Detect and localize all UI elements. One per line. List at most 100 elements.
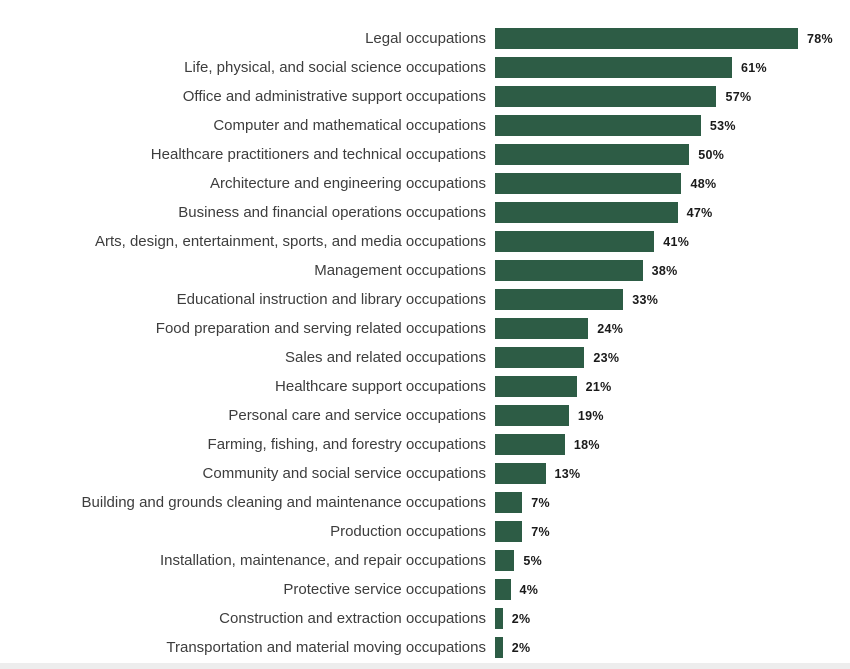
bar-area: 50%	[495, 140, 850, 169]
bar	[495, 86, 717, 107]
bottom-strip	[0, 663, 850, 669]
bar	[495, 202, 678, 223]
value-label: 61%	[740, 60, 767, 75]
bar	[495, 637, 503, 658]
bar	[495, 521, 523, 542]
bar-row: Architecture and engineering occupations…	[0, 169, 850, 198]
category-label: Community and social service occupations	[202, 465, 486, 482]
bar-area: 2%	[495, 633, 850, 662]
bar-row: Building and grounds cleaning and mainte…	[0, 488, 850, 517]
bar	[495, 28, 799, 49]
bar-row: Business and financial operations occupa…	[0, 198, 850, 227]
bar-area: 4%	[495, 575, 850, 604]
category-label: Legal occupations	[365, 30, 486, 47]
bar-area: 7%	[495, 517, 850, 546]
bar-row: Farming, fishing, and forestry occupatio…	[0, 430, 850, 459]
value-label: 7%	[531, 495, 550, 510]
value-label: 48%	[690, 176, 717, 191]
value-label: 50%	[698, 147, 725, 162]
value-label: 53%	[709, 118, 736, 133]
bar	[495, 550, 515, 571]
bar-area: 47%	[495, 198, 850, 227]
category-label: Healthcare practitioners and technical o…	[150, 146, 486, 163]
bar-area: 61%	[495, 53, 850, 82]
bar	[495, 260, 643, 281]
bar-chart-rows: Legal occupations 78% Life, physical, and …	[0, 24, 850, 662]
bar-row: Sales and related occupations 23%	[0, 343, 850, 372]
category-label: Arts, design, entertainment, sports, and…	[94, 233, 486, 250]
value-label: 47%	[686, 205, 713, 220]
value-label: 2%	[511, 640, 531, 655]
category-label: Sales and related occupations	[285, 349, 486, 366]
value-label: 78%	[807, 31, 833, 46]
bar-row: Community and social service occupations…	[0, 459, 850, 488]
value-label: 38%	[651, 263, 678, 278]
category-label: Building and grounds cleaning and mainte…	[81, 494, 486, 511]
category-label: Installation, maintenance, and repair oc…	[159, 552, 486, 569]
bar-area: 24%	[495, 314, 850, 343]
bar-area: 21%	[495, 372, 850, 401]
value-label: 2%	[511, 611, 531, 626]
category-label: Protective service occupations	[283, 581, 486, 598]
bar	[495, 405, 569, 426]
value-label: 5%	[523, 553, 543, 568]
value-label: 7%	[531, 524, 550, 539]
bar-area: 2%	[495, 604, 850, 633]
bar	[495, 173, 682, 194]
bar-area: 7%	[495, 488, 850, 517]
value-label: 13%	[554, 466, 581, 481]
category-label: Food preparation and serving related occ…	[155, 320, 486, 337]
bar-row: Legal occupations 78%	[0, 24, 850, 53]
value-label: 23%	[593, 350, 620, 365]
value-label: 33%	[632, 292, 659, 307]
category-label: Management occupations	[314, 262, 486, 279]
bar-area: 19%	[495, 401, 850, 430]
bar-area: 33%	[495, 285, 850, 314]
bar	[495, 492, 523, 513]
bar-row: Management occupations 38%	[0, 256, 850, 285]
bar-row: Arts, design, entertainment, sports, and…	[0, 227, 850, 256]
bar	[495, 463, 546, 484]
bar	[495, 318, 589, 339]
value-label: 21%	[585, 379, 612, 394]
category-label: Transportation and material moving occup…	[166, 639, 486, 656]
category-label: Computer and mathematical occupations	[213, 117, 486, 134]
bar	[495, 115, 701, 136]
category-label: Architecture and engineering occupations	[209, 175, 486, 192]
category-label: Life, physical, and social science occup…	[184, 59, 486, 76]
value-label: 4%	[519, 582, 539, 597]
bar-area: 5%	[495, 546, 850, 575]
bar-row: Installation, maintenance, and repair oc…	[0, 546, 850, 575]
bar-row: Office and administrative support occupa…	[0, 82, 850, 111]
bar	[495, 376, 577, 397]
bar-row: Production occupations 7%	[0, 517, 850, 546]
value-label: 41%	[663, 234, 690, 249]
bar	[495, 579, 511, 600]
category-label: Office and administrative support occupa…	[182, 88, 486, 105]
bar-area: 48%	[495, 169, 850, 198]
bar-area: 38%	[495, 256, 850, 285]
bar-row: Construction and extraction occupations 2…	[0, 604, 850, 633]
category-label: Farming, fishing, and forestry occupatio…	[207, 436, 486, 453]
bar-row: Healthcare practitioners and technical o…	[0, 140, 850, 169]
bar-area: 78%	[495, 24, 850, 53]
bar-area: 57%	[495, 82, 850, 111]
category-label: Personal care and service occupations	[228, 407, 486, 424]
category-label: Educational instruction and library occu…	[176, 291, 486, 308]
bar-row: Transportation and material moving occup…	[0, 633, 850, 662]
bar-area: 41%	[495, 227, 850, 256]
bar	[495, 347, 585, 368]
bar-row: Personal care and service occupations 19%	[0, 401, 850, 430]
bar-row: Healthcare support occupations 21%	[0, 372, 850, 401]
category-label: Business and financial operations occupa…	[178, 204, 486, 221]
bar	[495, 144, 690, 165]
value-label: 19%	[577, 408, 604, 423]
bar	[495, 289, 624, 310]
bar	[495, 434, 565, 455]
category-label: Construction and extraction occupations	[219, 610, 486, 627]
bar-area: 23%	[495, 343, 850, 372]
bar-row: Food preparation and serving related occ…	[0, 314, 850, 343]
bar-row: Protective service occupations 4%	[0, 575, 850, 604]
bar-row: Educational instruction and library occu…	[0, 285, 850, 314]
bar	[495, 57, 732, 78]
